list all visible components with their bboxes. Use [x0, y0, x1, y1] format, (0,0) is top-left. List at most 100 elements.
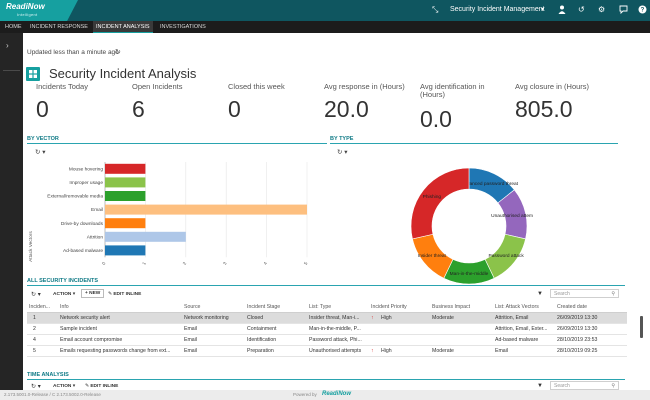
chevron-down-icon[interactable]: ▾: [541, 7, 545, 13]
kpi-avg-response-value: 20.0: [324, 96, 369, 122]
chart-refresh-icon[interactable]: ↻ ▾: [337, 149, 348, 156]
expand-icon[interactable]: ›: [6, 41, 9, 50]
cell: Moderate: [432, 348, 454, 354]
bar[interactable]: [105, 231, 186, 242]
left-sidebar: ›: [0, 33, 23, 390]
svg-text:?: ?: [641, 8, 645, 14]
table-row[interactable]: 1 Network security alert Network monitor…: [27, 313, 627, 324]
cell: 26/09/2019 13:30: [557, 326, 598, 332]
filter-icon[interactable]: ▼: [537, 291, 543, 297]
cell: Moderate: [432, 315, 454, 321]
page-title: Security Incident Analysis: [49, 66, 197, 81]
user-icon[interactable]: [558, 5, 566, 17]
x-tick-label: 2: [182, 261, 188, 266]
section-by-vector: BY VECTOR: [27, 136, 59, 142]
filter-icon[interactable]: ▼: [537, 383, 543, 389]
action-label: ACTION: [53, 292, 72, 297]
cell: Network monitoring: [184, 315, 229, 321]
kpi-incidents-today-label: Incidents Today: [36, 82, 88, 91]
x-tick-label: 0: [101, 261, 107, 266]
y-tick-label: Attrition: [87, 234, 104, 240]
col-header[interactable]: Inciden...: [29, 304, 51, 310]
kpi-open-incidents-value: 6: [132, 96, 145, 122]
slice-label: Man-in-the-middle: [450, 271, 489, 277]
edit-inline-label: EDIT INLINE: [90, 384, 119, 389]
bar[interactable]: [105, 245, 146, 256]
kpi-avg-closure-label: Avg closure in (Hours): [515, 82, 590, 91]
edit-inline-button[interactable]: ✎ EDIT INLINE: [85, 384, 119, 389]
top-bar: ReadiNow Intelligent ⤡ Security Incident…: [0, 0, 650, 21]
col-header[interactable]: Incident Stage: [247, 304, 281, 310]
version-text: 2.173.5001.0-Release / C 2.173.5002.0-Re…: [4, 392, 101, 397]
type-chart-plot: Advanced password threat Unauthorised att…: [410, 167, 533, 285]
action-menu-button[interactable]: ACTION ▾: [53, 384, 76, 389]
col-header[interactable]: List: Type: [309, 304, 332, 310]
chart-refresh-icon[interactable]: ↻ ▾: [35, 149, 46, 156]
search-placeholder: Search: [554, 291, 570, 297]
search-icon: ⚲: [611, 383, 615, 389]
cell: Password attack, Phi...: [309, 337, 362, 343]
table-scrollbar[interactable]: [640, 316, 643, 338]
slice-label: Advanced password threat: [461, 181, 518, 187]
cell: 28/10/2019 09:25: [557, 348, 598, 354]
kpi-avg-identification-label: Avg identification in (Hours): [420, 82, 485, 99]
table-row[interactable]: 4 Email account compromise Email Identif…: [27, 335, 627, 346]
bar[interactable]: [105, 163, 146, 174]
tab-home[interactable]: HOME: [5, 24, 22, 30]
bar[interactable]: [105, 191, 146, 201]
bar[interactable]: [105, 218, 146, 229]
section-divider: [330, 143, 618, 144]
col-header[interactable]: Info: [60, 304, 69, 310]
col-header[interactable]: List: Attack Vectors: [495, 304, 539, 310]
priority-up-icon: ↑: [371, 348, 374, 354]
y-tick-label: Ad-based malware: [63, 248, 103, 254]
new-button[interactable]: + NEW: [81, 289, 105, 298]
cell: 2: [33, 326, 36, 332]
x-tick-label: 1: [141, 261, 147, 266]
bar[interactable]: [105, 204, 307, 215]
cell: Network security alert: [60, 315, 110, 321]
tab-incident-analysis[interactable]: INCIDENT ANALYSIS: [93, 21, 153, 33]
footer-logo: ReadiNow: [322, 391, 352, 397]
table-row[interactable]: 2 Sample incident Email Containment Man-…: [27, 324, 627, 335]
search-input[interactable]: Search ⚲: [550, 289, 619, 298]
search-input[interactable]: Search ⚲: [550, 381, 619, 390]
y-tick-label: Mouse hovering: [69, 166, 103, 172]
refresh-icon[interactable]: ↻ ▾: [31, 384, 41, 390]
table-row[interactable]: 5 Emails requesting passwords change fro…: [27, 346, 627, 357]
pin-icon[interactable]: ⤡: [432, 5, 439, 14]
col-header[interactable]: Source: [184, 304, 201, 310]
refresh-icon[interactable]: ↻: [115, 49, 121, 56]
action-menu-button[interactable]: ACTION ▾: [53, 292, 76, 297]
cell: 1: [33, 315, 36, 321]
chat-icon[interactable]: [619, 5, 628, 17]
help-icon[interactable]: ?: [638, 5, 647, 17]
slice-label: Phishing: [423, 194, 442, 200]
app-logo[interactable]: ReadiNow Intelligent: [0, 0, 78, 21]
logo-text: ReadiNow: [6, 2, 45, 11]
cell: 4: [33, 337, 36, 343]
kpi-open-incidents-label: Open Incidents: [132, 82, 183, 91]
bar[interactable]: [105, 177, 146, 188]
priority-up-icon: ↑: [371, 315, 374, 321]
kpi-avg-closure-value: 805.0: [515, 96, 573, 122]
col-header[interactable]: Created date: [557, 304, 587, 310]
tab-investigations[interactable]: INVESTIGATIONS: [160, 24, 206, 30]
section-divider: [27, 285, 625, 286]
settings-icon[interactable]: ⚙: [598, 5, 606, 14]
cell: Sample incident: [60, 326, 97, 332]
cell: Closed: [247, 315, 264, 321]
kpi-closed-week-label: Closed this week: [228, 82, 285, 91]
search-placeholder: Search: [554, 383, 570, 389]
section-all-incidents: ALL SECURITY INCIDENTS: [27, 278, 98, 284]
edit-inline-button[interactable]: ✎ EDIT INLINE: [108, 292, 142, 297]
cell: 28/10/2019 23:53: [557, 337, 598, 343]
vector-bar-chart: 0 1 2 3 4 5 Mouse hovering Improper usage Extern…: [28, 162, 309, 266]
col-header[interactable]: Business Impact: [432, 304, 471, 310]
refresh-icon[interactable]: ↻ ▾: [31, 292, 41, 298]
tab-incident-response[interactable]: INCIDENT RESPONSE: [30, 24, 88, 30]
col-header[interactable]: Incident Priority: [371, 304, 407, 310]
pie-slice[interactable]: [410, 167, 470, 240]
app-title[interactable]: Security Incident Management: [450, 6, 545, 13]
history-icon[interactable]: ↺: [578, 5, 585, 14]
